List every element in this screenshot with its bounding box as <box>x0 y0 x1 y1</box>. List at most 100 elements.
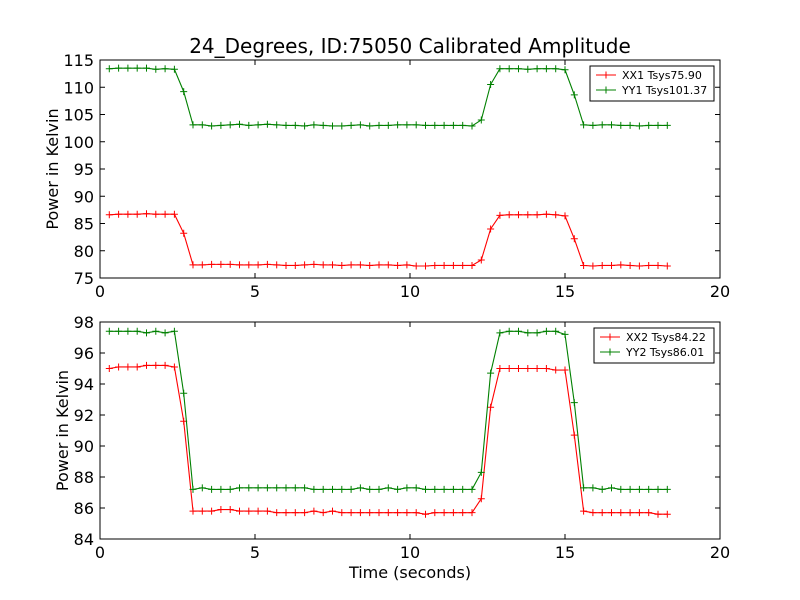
data-point <box>170 327 178 335</box>
data-point <box>403 484 411 492</box>
data-point <box>542 327 550 335</box>
data-point <box>263 484 271 492</box>
data-point <box>189 121 197 129</box>
data-point <box>133 327 141 335</box>
data-point <box>635 122 643 130</box>
data-point <box>440 121 448 129</box>
y-tick-label: 86 <box>74 499 94 518</box>
data-point <box>422 262 429 270</box>
data-point <box>226 260 234 268</box>
data-point <box>431 121 439 129</box>
data-point <box>449 261 457 269</box>
x-tick-label: 20 <box>710 543 730 562</box>
data-point <box>524 211 532 219</box>
data-point <box>440 485 448 493</box>
y-tick-label: 80 <box>74 242 94 261</box>
data-point <box>635 509 643 517</box>
data-point <box>468 509 476 517</box>
data-point <box>626 509 634 517</box>
data-point <box>254 121 262 129</box>
data-point <box>319 485 327 493</box>
data-point <box>570 235 578 243</box>
data-point <box>589 509 597 517</box>
data-point <box>208 507 216 515</box>
data-point <box>347 121 355 129</box>
data-point <box>645 261 653 269</box>
data-point <box>245 121 253 129</box>
data-point <box>542 65 550 73</box>
data-point <box>273 484 281 492</box>
data-point <box>189 507 197 515</box>
legend-box <box>589 65 715 102</box>
data-point <box>422 485 429 493</box>
data-point <box>468 122 476 130</box>
x-tick-label: 5 <box>250 543 260 562</box>
data-point <box>226 121 234 129</box>
data-point <box>552 65 560 73</box>
data-point <box>282 261 290 269</box>
data-point <box>301 484 309 492</box>
data-point <box>496 365 504 372</box>
data-point <box>449 485 457 493</box>
data-point <box>626 261 634 269</box>
data-point <box>487 369 495 377</box>
data-point <box>217 260 225 268</box>
data-point <box>477 468 485 476</box>
data-point <box>301 261 309 269</box>
data-point <box>589 484 597 492</box>
legend-box <box>593 327 715 364</box>
data-point <box>375 485 383 493</box>
data-point <box>617 509 625 517</box>
data-point <box>236 120 243 128</box>
data-point <box>329 485 336 493</box>
data-point <box>152 327 160 335</box>
y-tick-label: 95 <box>74 160 94 179</box>
data-point <box>254 507 262 515</box>
data-point <box>459 261 467 269</box>
data-point <box>143 329 150 337</box>
data-point <box>384 484 392 492</box>
data-point <box>161 329 169 337</box>
data-point <box>487 225 495 233</box>
data-point <box>170 363 178 371</box>
data-point <box>533 65 541 73</box>
data-point <box>338 485 346 493</box>
data-point <box>505 211 513 219</box>
data-point <box>663 262 671 270</box>
data-point <box>505 365 513 372</box>
y-tick-label: 94 <box>74 375 94 394</box>
data-point <box>105 211 113 219</box>
data-point <box>645 485 653 493</box>
data-point <box>617 485 625 493</box>
x-tick-label: 5 <box>250 282 260 301</box>
data-point <box>133 363 141 371</box>
data-point <box>570 399 578 407</box>
y-tick-label: 110 <box>63 78 94 97</box>
data-point <box>152 210 160 218</box>
data-point <box>589 262 597 270</box>
data-point <box>236 507 243 515</box>
data-point <box>459 121 467 129</box>
data-point <box>319 121 327 129</box>
data-point <box>496 65 504 73</box>
data-point <box>440 509 448 517</box>
data-point <box>394 121 402 129</box>
x-tick-label: 0 <box>95 543 105 562</box>
data-point <box>626 121 634 129</box>
x-tick-label: 10 <box>400 282 420 301</box>
y-axis-label: Power in Kelvin <box>53 370 72 491</box>
data-point <box>115 64 123 72</box>
data-point <box>366 122 374 130</box>
data-point <box>561 366 569 374</box>
data-point <box>608 509 615 517</box>
data-point <box>459 509 467 517</box>
data-point <box>412 262 420 270</box>
data-point <box>394 261 402 269</box>
data-point <box>273 509 281 517</box>
data-point <box>487 403 495 411</box>
data-point <box>105 365 113 372</box>
data-point <box>282 484 290 492</box>
data-point <box>198 121 206 129</box>
data-point <box>459 485 467 493</box>
data-point <box>561 330 569 338</box>
